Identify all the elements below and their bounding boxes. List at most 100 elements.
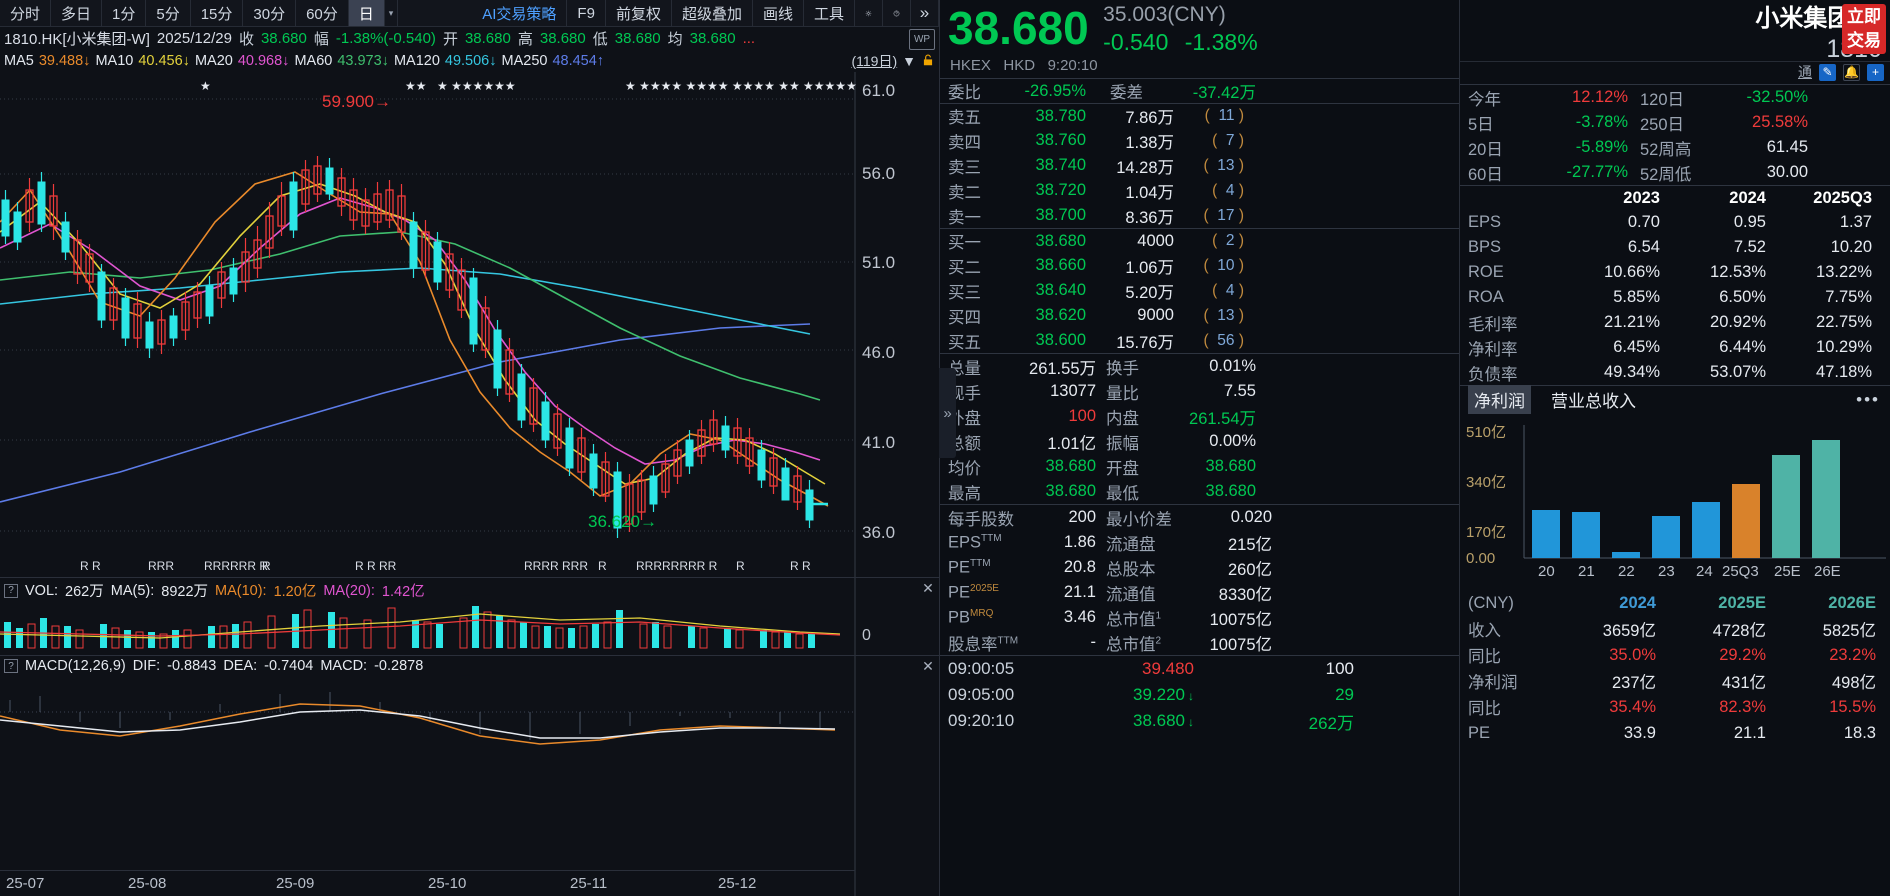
help-icon[interactable]: ?: [4, 659, 18, 673]
xtick-5: 25-12: [718, 875, 757, 892]
tab-net-profit[interactable]: 净利润: [1468, 385, 1531, 414]
period-5min[interactable]: 5分: [146, 0, 191, 26]
d120-label: 120日: [1640, 90, 1685, 109]
order-row-ask5[interactable]: 卖五 38.780 7.86万 ( 11 ): [940, 103, 1459, 128]
time-sales-row[interactable]: 09:05:00 39.220 ↓ 29: [940, 682, 1459, 708]
bell-icon[interactable]: 🔔: [1843, 63, 1860, 81]
order-row-bid5[interactable]: 买五 38.600 15.76万 ( 56 ): [940, 328, 1459, 353]
period-fenshi[interactable]: 分时: [0, 0, 52, 26]
more-dots-icon[interactable]: •••: [1856, 389, 1880, 409]
ask2-price: 38.720: [1035, 181, 1086, 199]
order-row-ask3[interactable]: 卖三 38.740 14.28万 ( 13 ): [940, 153, 1459, 178]
tab-total-revenue[interactable]: 营业总收入: [1551, 392, 1636, 411]
period-duori[interactable]: 多日: [51, 0, 103, 26]
help-icon[interactable]: ?: [4, 583, 18, 598]
order-row-bid4[interactable]: 买四 38.620 9000 ( 13 ): [940, 303, 1459, 328]
ai-strategy-button[interactable]: AI交易策略: [472, 0, 568, 26]
order-row-ask1[interactable]: 卖一 38.700 8.36万 ( 17 ): [940, 203, 1459, 228]
trade-now-button[interactable]: 立即 交易: [1842, 4, 1886, 54]
xtick-3: 25-10: [428, 875, 467, 892]
volume-pane-header: ? VOL: 262万 MA(5): 8922万 MA(10): 1.20亿 M…: [0, 578, 940, 603]
d250-label: 250日: [1640, 115, 1685, 134]
ma250-label: MA250: [501, 53, 548, 69]
forecast-pe-label: PE: [1468, 723, 1491, 742]
pb-mrq-value: 3.46: [1063, 608, 1096, 626]
plus-icon[interactable]: +: [1867, 63, 1884, 81]
help-icon[interactable]: [883, 0, 911, 26]
profit-yoy-2024: 35.4%: [1609, 697, 1656, 716]
gear-icon[interactable]: [855, 0, 883, 26]
forecast-row-net-profit: 净利润 237亿 431亿 498亿: [1460, 668, 1890, 694]
period-30min[interactable]: 30分: [243, 0, 297, 26]
volume-pane[interactable]: ? VOL: 262万 MA(5): 8922万 MA(10): 1.20亿 M…: [0, 577, 940, 656]
time-sales-list[interactable]: 09:00:05 39.480 100 09:05:00 39.220 ↓ 29 …: [940, 655, 1459, 734]
bar-2020: [1532, 510, 1560, 558]
macd-pane[interactable]: ? MACD(12,26,9) DIF: -0.8843 DEA: -0.740…: [0, 655, 940, 790]
period-60min[interactable]: 60分: [296, 0, 349, 26]
overlay-button[interactable]: 超级叠加: [672, 0, 753, 26]
order-row-bid2[interactable]: 买二 38.660 1.06万 ( 10 ): [940, 253, 1459, 278]
order-row-bid3[interactable]: 买三 38.640 5.20万 ( 4 ): [940, 278, 1459, 303]
low-value: 38.680: [1205, 482, 1256, 500]
fin-row-roe: ROE 10.66% 12.53% 13.22%: [1460, 260, 1890, 285]
profit-bar-chart[interactable]: 510亿 340亿 170亿 0.00 20 21 22: [1460, 415, 1890, 590]
dif-value: -0.8843: [167, 658, 217, 674]
revenue-yoy-2025e: 29.2%: [1719, 645, 1766, 664]
ts-volume: 100: [1325, 659, 1354, 678]
price-change: -0.540: [1103, 29, 1169, 55]
collapse-panel-handle[interactable]: »: [939, 368, 956, 458]
pb-mrq-label: PBMRQ: [948, 607, 994, 627]
bid3-price: 38.640: [1035, 281, 1086, 299]
bid4-volume: 9000: [1137, 306, 1174, 324]
tong-badge[interactable]: 通: [1798, 64, 1812, 80]
fin-roe-2024: 12.53%: [1710, 263, 1766, 281]
down-arrow-icon: ↓: [1188, 715, 1194, 729]
fund-row-pe2025: PE2025E 21.1 流通值 8330亿: [940, 580, 1459, 605]
ask2-count: ( 4 ): [1212, 181, 1244, 199]
chevron-down-icon[interactable]: ▾: [385, 0, 399, 26]
vol-ma10-value: 1.20亿: [273, 584, 317, 600]
fin-row-gross-margin: 毛利率 21.21% 20.92% 22.75%: [1460, 310, 1890, 335]
order-row-ask2[interactable]: 卖二 38.720 1.04万 ( 4 ): [940, 178, 1459, 203]
wp-badge-icon[interactable]: WP: [909, 29, 935, 50]
svg-text:★ ★★★★ ★★★★ ★★★★ ★★ ★★★★★: ★ ★★★★ ★★★★ ★★★★ ★★ ★★★★★: [625, 79, 857, 93]
chevron-right-icon[interactable]: »: [911, 0, 939, 26]
close-value: 38.680: [260, 30, 307, 47]
f9-button[interactable]: F9: [567, 0, 606, 26]
ask5-label: 卖五: [948, 109, 981, 127]
stock-name: 小米集团-W: [1755, 5, 1882, 32]
order-row-ask4[interactable]: 卖四 38.760 1.38万 ( 7 ): [940, 128, 1459, 153]
lock-icon[interactable]: [921, 52, 935, 71]
tools-button[interactable]: 工具: [804, 0, 855, 26]
fin-header-2024: 2024: [1729, 188, 1766, 207]
period-1min[interactable]: 1分: [102, 0, 147, 26]
pencil-icon[interactable]: ✎: [1819, 63, 1836, 81]
price-chart[interactable]: 61.0 56.0 51.0 46.0 41.0 36.0 ★ ★★ ★ ★★★★…: [0, 72, 940, 896]
adjust-button[interactable]: 前复权: [606, 0, 672, 26]
draw-button[interactable]: 画线: [753, 0, 804, 26]
chevron-down-icon[interactable]: ▼: [902, 53, 916, 69]
bid4-label: 买四: [948, 308, 981, 327]
fin-roa-2025q3: 7.75%: [1825, 288, 1872, 306]
order-row-bid1[interactable]: 买一 38.680 4000 ( 2 ): [940, 228, 1459, 253]
profit-yoy-label: 同比: [1468, 700, 1501, 718]
more-ellipsis[interactable]: ...: [742, 30, 756, 47]
bid4-count: ( 13 ): [1203, 306, 1245, 324]
period-day[interactable]: 日: [348, 0, 385, 26]
close-icon[interactable]: ✕: [922, 657, 934, 674]
bar-2023: [1652, 516, 1680, 558]
time-sales-row[interactable]: 09:00:05 39.480 100: [940, 656, 1459, 682]
symbol-label: 1810.HK[小米集团-W]: [4, 31, 150, 48]
ytd-value: 12.12%: [1572, 88, 1628, 106]
bar-2022: [1612, 552, 1640, 558]
revenue-yoy-label: 同比: [1468, 648, 1501, 666]
ask4-label: 卖四: [948, 133, 981, 152]
time-sales-row[interactable]: 09:20:10 38.680 ↓ 262万: [940, 708, 1459, 734]
float-shares-label: 流通盘: [1106, 535, 1156, 554]
period-15min[interactable]: 15分: [191, 0, 244, 26]
toolbar-spacer: [398, 0, 472, 26]
close-icon[interactable]: ✕: [922, 579, 934, 596]
forecast-currency-label: (CNY): [1468, 593, 1514, 612]
forecast-h-2025e: 2025E: [1718, 593, 1766, 612]
range-label[interactable]: (119日): [851, 53, 898, 69]
